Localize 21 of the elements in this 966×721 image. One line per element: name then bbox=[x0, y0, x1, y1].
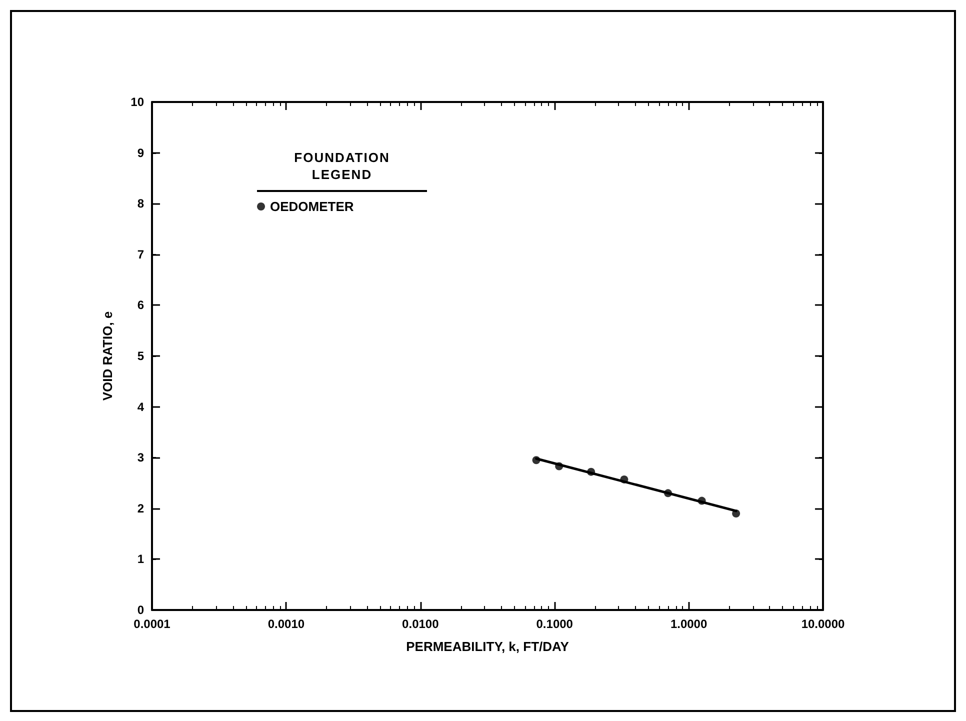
y-tick-label: 6 bbox=[137, 298, 144, 312]
x-tick-label: 10.0000 bbox=[801, 617, 846, 631]
y-tick-label: 2 bbox=[137, 501, 144, 516]
y-tick-label: 4 bbox=[137, 400, 144, 414]
x-axis-title: PERMEABILITY, k, FT/DAY bbox=[406, 639, 570, 654]
y-tick-label: 9 bbox=[137, 146, 144, 160]
y-axis-title: VOID RATIO, e bbox=[100, 311, 115, 401]
x-tick-label: 0.0001 bbox=[134, 617, 171, 631]
x-tick-label: 0.1000 bbox=[536, 617, 574, 631]
legend-title: FOUNDATION LEGEND bbox=[293, 149, 391, 183]
y-tick-label: 3 bbox=[137, 450, 144, 465]
x-tick-label: 0.0010 bbox=[268, 617, 305, 631]
legend-label: OEDOMETER bbox=[270, 199, 354, 214]
y-tick-label: 7 bbox=[137, 247, 144, 262]
x-tick-label: 0.0100 bbox=[402, 617, 440, 631]
x-tick-label: 1.0000 bbox=[670, 617, 708, 631]
y-tick-label: 5 bbox=[137, 349, 144, 363]
y-tick-label: 8 bbox=[137, 196, 144, 211]
y-tick-label: 0 bbox=[137, 603, 144, 617]
y-tick-label: 1 bbox=[137, 552, 144, 566]
y-tick-label: 10 bbox=[130, 95, 144, 109]
